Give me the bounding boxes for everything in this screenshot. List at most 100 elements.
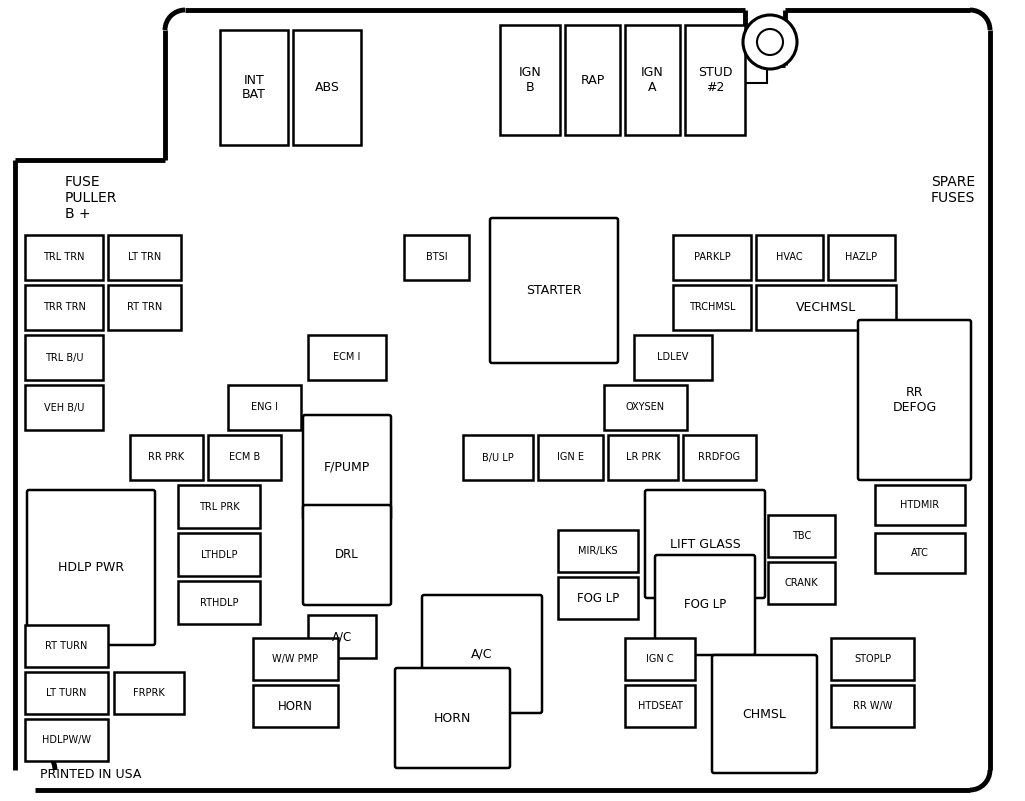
Text: LT TURN: LT TURN [46,688,87,698]
FancyBboxPatch shape [735,55,767,83]
Text: LT TRN: LT TRN [128,252,161,263]
Text: HVAC: HVAC [776,252,803,263]
Text: HORN: HORN [434,711,472,724]
FancyBboxPatch shape [395,668,510,768]
Text: OXYSEN: OXYSEN [626,402,665,413]
FancyBboxPatch shape [25,285,102,330]
FancyBboxPatch shape [253,685,338,727]
FancyBboxPatch shape [685,25,745,135]
Circle shape [743,15,797,69]
Text: ABS: ABS [315,81,339,94]
FancyBboxPatch shape [538,435,603,480]
Text: TRL PRK: TRL PRK [199,501,239,512]
FancyBboxPatch shape [308,615,376,658]
FancyBboxPatch shape [293,30,361,145]
FancyBboxPatch shape [565,25,620,135]
FancyBboxPatch shape [828,235,895,280]
Text: RAP: RAP [580,74,605,87]
Text: FRPRK: FRPRK [133,688,165,698]
Text: IGN E: IGN E [557,453,584,462]
Text: FOG LP: FOG LP [577,591,619,605]
FancyBboxPatch shape [178,533,260,576]
FancyBboxPatch shape [634,335,712,380]
Text: INT
BAT: INT BAT [242,74,265,102]
FancyBboxPatch shape [831,685,914,727]
Text: ECM I: ECM I [333,352,361,363]
FancyBboxPatch shape [625,638,695,680]
Text: VECHMSL: VECHMSL [795,301,856,314]
FancyBboxPatch shape [422,595,542,713]
Text: LR PRK: LR PRK [625,453,660,462]
Text: A/C: A/C [332,630,353,643]
Text: STUD
#2: STUD #2 [698,66,732,94]
Text: FOG LP: FOG LP [684,598,726,611]
Text: HTDSEAT: HTDSEAT [638,701,683,711]
FancyBboxPatch shape [875,485,965,525]
Text: HORN: HORN [278,699,313,713]
Text: TRR TRN: TRR TRN [43,303,85,312]
Text: ATC: ATC [911,548,929,558]
FancyBboxPatch shape [490,218,618,363]
Text: RR
DEFOG: RR DEFOG [893,386,937,414]
FancyBboxPatch shape [114,672,184,714]
Text: PARKLP: PARKLP [694,252,731,263]
FancyBboxPatch shape [130,435,203,480]
FancyBboxPatch shape [558,577,638,619]
Text: ECM B: ECM B [229,453,260,462]
Text: F/PUMP: F/PUMP [324,461,370,474]
FancyBboxPatch shape [25,625,108,667]
Text: HAZLP: HAZLP [846,252,877,263]
Text: FUSE
PULLER
B +: FUSE PULLER B + [65,175,118,221]
FancyBboxPatch shape [673,285,751,330]
FancyBboxPatch shape [673,235,751,280]
FancyBboxPatch shape [625,25,680,135]
FancyBboxPatch shape [500,25,560,135]
Text: RTHDLP: RTHDLP [200,598,238,607]
FancyBboxPatch shape [768,515,835,557]
FancyBboxPatch shape [25,235,102,280]
FancyBboxPatch shape [768,562,835,604]
FancyBboxPatch shape [683,435,756,480]
Text: DRL: DRL [335,549,359,562]
Text: IGN C: IGN C [646,654,673,664]
FancyBboxPatch shape [404,235,469,280]
Text: BTSI: BTSI [425,252,447,263]
Text: IGN
B: IGN B [519,66,541,94]
FancyBboxPatch shape [108,285,181,330]
Text: RT TRN: RT TRN [127,303,162,312]
FancyBboxPatch shape [463,435,533,480]
FancyBboxPatch shape [645,490,765,598]
Text: STARTER: STARTER [526,284,582,297]
FancyBboxPatch shape [558,530,638,572]
Text: HDLPW/W: HDLPW/W [42,735,91,745]
FancyBboxPatch shape [712,655,817,773]
FancyBboxPatch shape [655,555,755,655]
Text: PRINTED IN USA: PRINTED IN USA [40,768,141,782]
Text: CRANK: CRANK [785,578,818,588]
FancyBboxPatch shape [875,533,965,573]
FancyBboxPatch shape [25,672,108,714]
FancyBboxPatch shape [25,385,102,430]
FancyBboxPatch shape [108,235,181,280]
Text: ENG I: ENG I [251,402,278,413]
FancyBboxPatch shape [858,320,971,480]
Text: RT TURN: RT TURN [45,641,88,651]
Text: LTHDLP: LTHDLP [201,549,237,560]
FancyBboxPatch shape [303,415,391,520]
Text: RR PRK: RR PRK [149,453,184,462]
FancyBboxPatch shape [25,335,102,380]
Text: HDLP PWR: HDLP PWR [58,561,124,574]
FancyBboxPatch shape [178,581,260,624]
Text: A/C: A/C [472,647,493,661]
Text: RR W/W: RR W/W [853,701,892,711]
FancyBboxPatch shape [625,685,695,727]
FancyBboxPatch shape [831,638,914,680]
FancyBboxPatch shape [756,235,823,280]
Text: HTDMIR: HTDMIR [900,500,940,510]
Text: LDLEV: LDLEV [657,352,689,363]
Text: MIR/LKS: MIR/LKS [578,546,618,556]
Text: IGN
A: IGN A [641,66,664,94]
FancyBboxPatch shape [27,490,155,645]
FancyBboxPatch shape [253,638,338,680]
Text: TBC: TBC [792,531,811,541]
